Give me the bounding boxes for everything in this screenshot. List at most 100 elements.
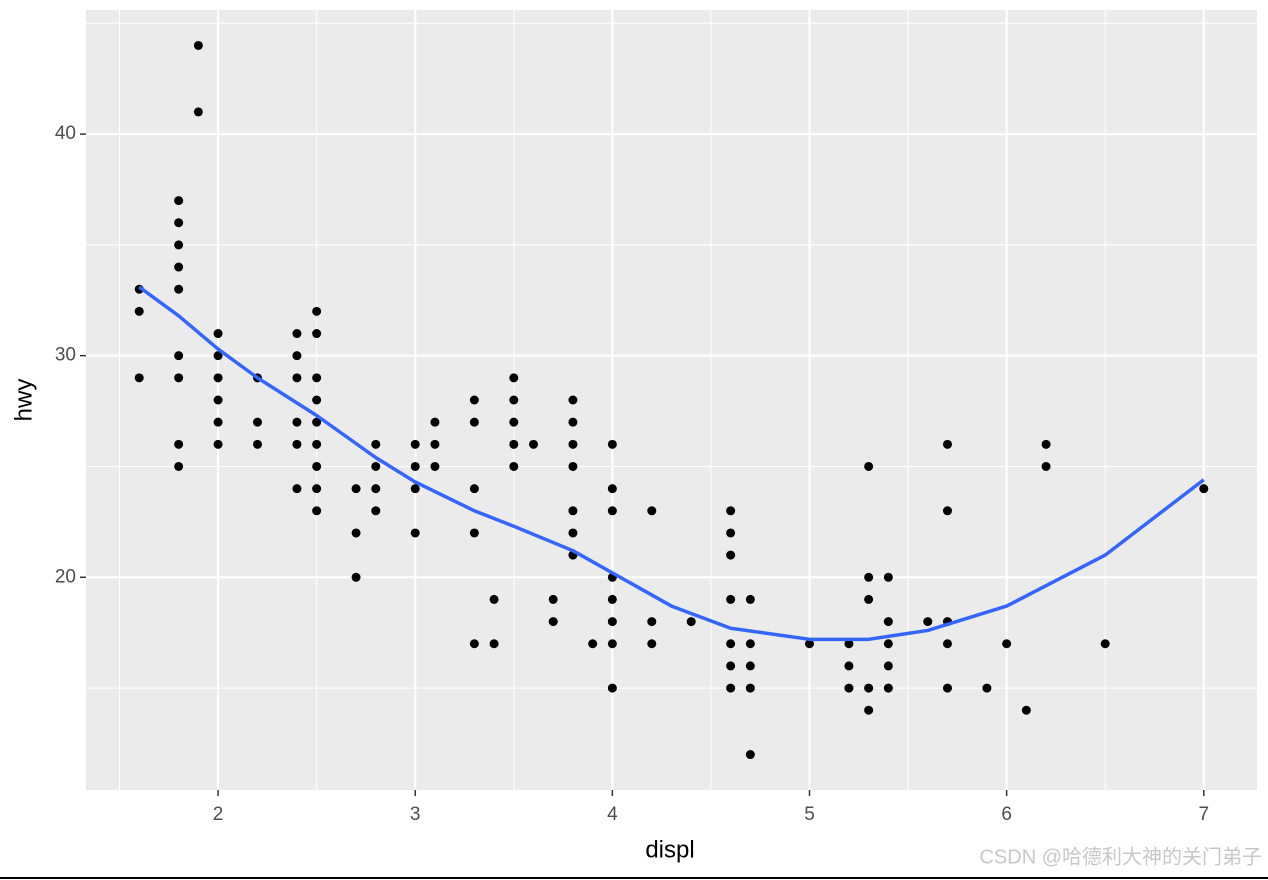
- x-tick-label: 4: [607, 804, 618, 825]
- point: [726, 550, 736, 560]
- point: [312, 395, 322, 405]
- y-tick-label: 40: [55, 123, 76, 144]
- point: [193, 40, 203, 50]
- point: [174, 196, 184, 206]
- point: [568, 528, 578, 538]
- x-tick-label: 7: [1198, 804, 1209, 825]
- point: [253, 417, 263, 427]
- point: [607, 639, 617, 649]
- point: [430, 461, 440, 471]
- point: [174, 373, 184, 383]
- point: [213, 329, 223, 339]
- point: [607, 484, 617, 494]
- point: [410, 528, 420, 538]
- watermark: CSDN @哈德利大神的关门弟子: [979, 845, 1262, 868]
- point: [489, 594, 499, 604]
- point: [174, 439, 184, 449]
- point: [864, 594, 874, 604]
- point: [1100, 639, 1110, 649]
- point: [292, 439, 302, 449]
- point: [686, 617, 696, 627]
- point: [292, 484, 302, 494]
- point: [883, 661, 893, 671]
- y-tick-label: 20: [55, 566, 76, 587]
- x-axis-title: displ: [645, 836, 694, 863]
- point: [548, 594, 558, 604]
- point: [509, 373, 519, 383]
- point: [509, 439, 519, 449]
- point: [469, 395, 479, 405]
- point: [312, 484, 322, 494]
- point: [174, 461, 184, 471]
- point: [1199, 484, 1209, 494]
- point: [607, 617, 617, 627]
- point: [509, 417, 519, 427]
- point: [174, 218, 184, 228]
- point: [568, 439, 578, 449]
- point: [864, 683, 874, 693]
- point: [568, 506, 578, 516]
- point: [312, 439, 322, 449]
- point: [864, 705, 874, 715]
- point: [607, 439, 617, 449]
- point: [213, 439, 223, 449]
- point: [942, 439, 952, 449]
- point: [607, 506, 617, 516]
- point: [292, 417, 302, 427]
- point: [942, 639, 952, 649]
- x-tick-label: 6: [1001, 804, 1012, 825]
- point: [430, 417, 440, 427]
- point: [942, 683, 952, 693]
- point: [253, 439, 263, 449]
- point: [864, 572, 874, 582]
- point: [292, 351, 302, 361]
- point: [745, 661, 755, 671]
- point: [174, 240, 184, 250]
- point: [410, 439, 420, 449]
- point: [864, 461, 874, 471]
- point: [844, 639, 854, 649]
- x-tick-label: 2: [213, 804, 224, 825]
- point: [607, 683, 617, 693]
- point: [745, 683, 755, 693]
- point: [312, 461, 322, 471]
- point: [726, 506, 736, 516]
- y-tick-label: 30: [55, 345, 76, 366]
- point: [174, 262, 184, 272]
- point: [312, 417, 322, 427]
- point: [588, 639, 598, 649]
- smooth-line: [138, 285, 1205, 642]
- point: [292, 329, 302, 339]
- point: [174, 284, 184, 294]
- point: [726, 528, 736, 538]
- point: [371, 484, 381, 494]
- point: [1041, 461, 1051, 471]
- point: [371, 461, 381, 471]
- point: [745, 594, 755, 604]
- point: [745, 750, 755, 760]
- point: [647, 617, 657, 627]
- point: [351, 528, 361, 538]
- point: [213, 417, 223, 427]
- y-axis-title: hwy: [10, 379, 37, 422]
- point: [489, 639, 499, 649]
- point: [213, 351, 223, 361]
- point: [134, 373, 144, 383]
- point: [607, 594, 617, 604]
- point: [312, 329, 322, 339]
- point: [942, 506, 952, 516]
- point: [1041, 439, 1051, 449]
- point: [1021, 705, 1031, 715]
- point: [469, 484, 479, 494]
- point: [213, 373, 223, 383]
- point: [509, 395, 519, 405]
- point: [134, 306, 144, 316]
- point: [529, 439, 539, 449]
- point: [647, 506, 657, 516]
- point: [883, 617, 893, 627]
- point: [410, 461, 420, 471]
- grid: [86, 10, 1257, 790]
- point: [844, 683, 854, 693]
- point: [726, 594, 736, 604]
